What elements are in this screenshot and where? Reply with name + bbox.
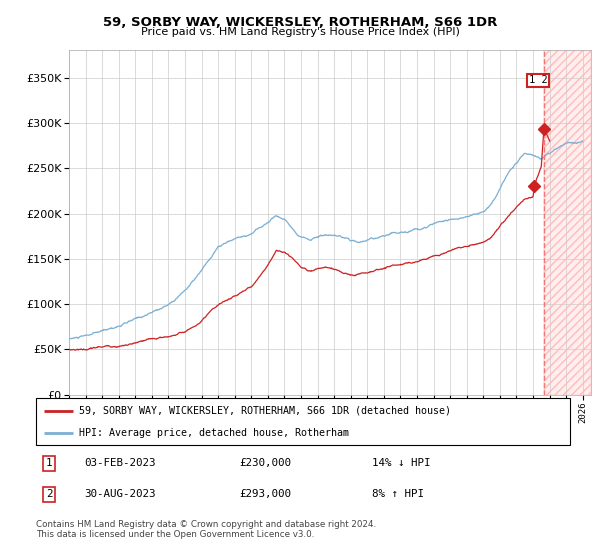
Text: 14% ↓ HPI: 14% ↓ HPI	[373, 459, 431, 469]
Text: 2: 2	[46, 489, 53, 500]
Text: 1 2: 1 2	[529, 75, 548, 85]
Bar	[544, 50, 591, 395]
Text: 03-FEB-2023: 03-FEB-2023	[84, 459, 155, 469]
Bar	[544, 50, 591, 395]
Text: £293,000: £293,000	[239, 489, 291, 500]
Text: 1: 1	[46, 459, 53, 469]
Text: 59, SORBY WAY, WICKERSLEY, ROTHERHAM, S66 1DR: 59, SORBY WAY, WICKERSLEY, ROTHERHAM, S6…	[103, 16, 497, 29]
Text: HPI: Average price, detached house, Rotherham: HPI: Average price, detached house, Roth…	[79, 428, 349, 438]
FancyBboxPatch shape	[36, 398, 570, 445]
Text: Contains HM Land Registry data © Crown copyright and database right 2024.
This d: Contains HM Land Registry data © Crown c…	[36, 520, 376, 539]
Text: £230,000: £230,000	[239, 459, 291, 469]
Text: 59, SORBY WAY, WICKERSLEY, ROTHERHAM, S66 1DR (detached house): 59, SORBY WAY, WICKERSLEY, ROTHERHAM, S6…	[79, 406, 451, 416]
Text: 8% ↑ HPI: 8% ↑ HPI	[373, 489, 424, 500]
Text: 30-AUG-2023: 30-AUG-2023	[84, 489, 155, 500]
Text: Price paid vs. HM Land Registry's House Price Index (HPI): Price paid vs. HM Land Registry's House …	[140, 27, 460, 37]
